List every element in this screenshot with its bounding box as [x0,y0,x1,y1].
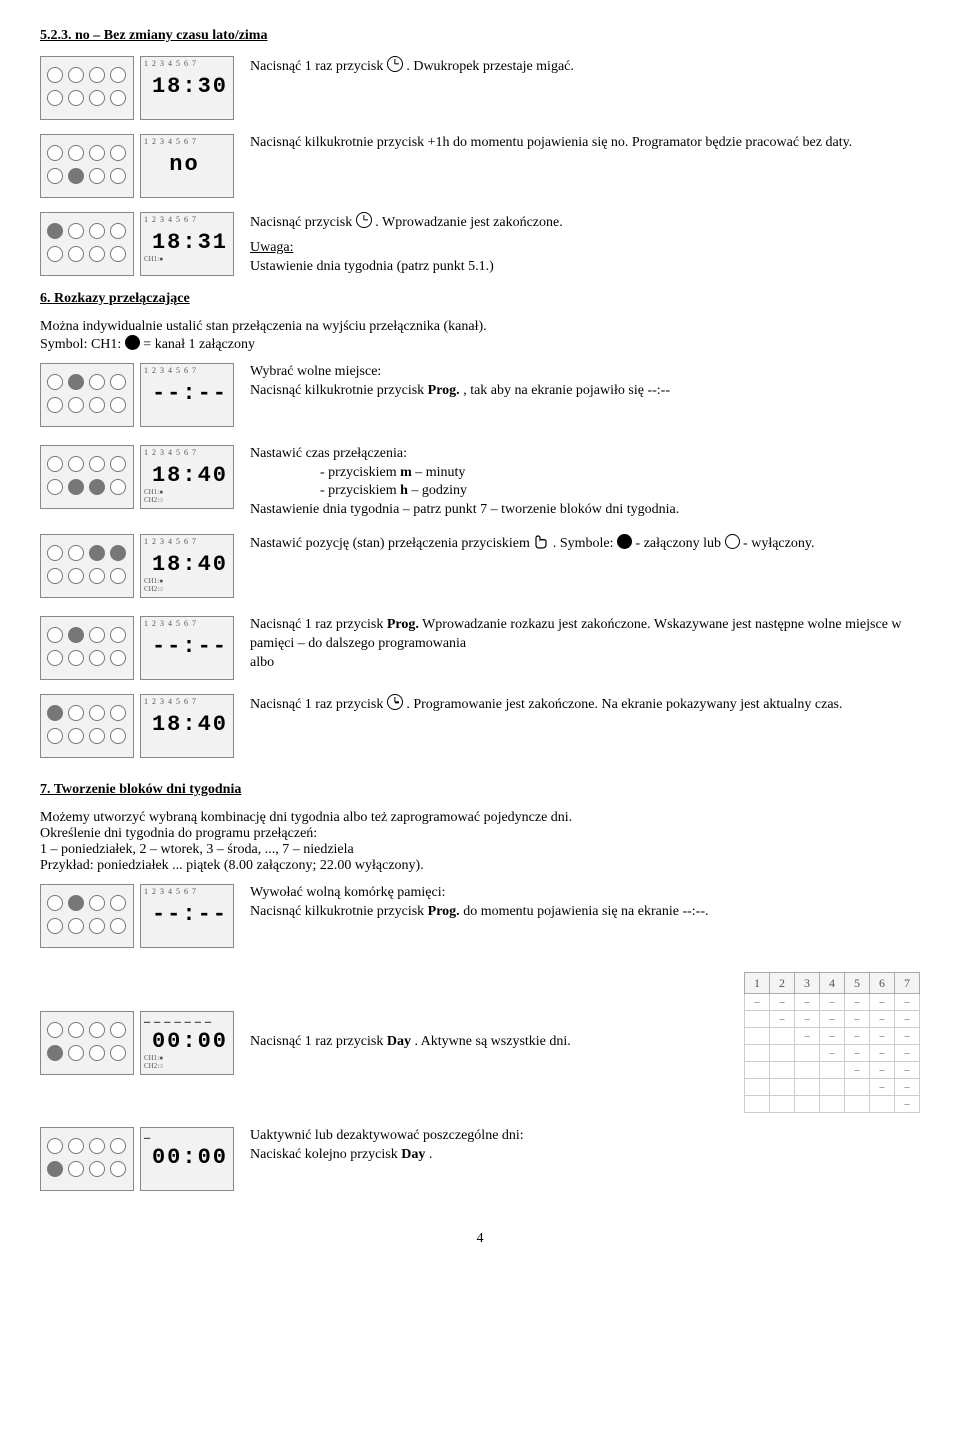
text: Nastawić pozycję (stan) przełączenia prz… [250,536,533,551]
text: Day [401,1147,425,1162]
lcd-fig: 1 2 3 4 5 6 7 --:-- [140,363,234,427]
s6-step4: 1 2 3 4 5 6 7 --:-- Nacisnąć 1 raz przyc… [40,616,920,680]
text: Prog. [428,383,460,398]
lcd-fig: 1 2 3 4 5 6 7 --:-- [140,884,234,948]
s7-step1: 1 2 3 4 5 6 7 --:-- Wywołać wolną komórk… [40,884,920,948]
text: Prog. [428,904,460,919]
button-panel-fig [40,212,134,276]
button-panel-fig [40,616,134,680]
lcd-fig: 1 2 3 4 5 6 7 18:40 CH1:●CH2:○ [140,445,234,509]
s6-step1: 1 2 3 4 5 6 7 --:-- Wybrać wolne miejsce… [40,363,920,427]
day-table: 12 34 56 7 ––––––– –––––– ––––– –––– –––… [744,972,920,1113]
s7-step2: ▁ ▁ ▁ ▁ ▁ ▁ ▁ 00:00 CH1:●CH2:○ Nacisnąć … [40,972,920,1113]
text: . Wprowadzanie jest zakończone. [375,215,563,230]
text: – godziny [411,483,467,498]
s6-step3: 1 2 3 4 5 6 7 18:40 CH1:●CH2:○ Nastawić … [40,534,920,598]
text: Nacisnąć 1 raz przycisk [250,697,387,712]
text: Nacisnąć przycisk [250,215,356,230]
s7-step3: ▁ 00:00 Uaktywnić lub dezaktywować poszc… [40,1127,920,1191]
filled-circle-icon [125,335,140,350]
s7-p4: Przykład: poniedziałek ... piątek (8.00 … [40,858,920,874]
text: – minuty [415,465,465,480]
button-panel-fig [40,134,134,198]
lcd-fig: 1 2 3 4 5 6 7 18:30 [140,56,234,120]
button-panel-fig [40,1127,134,1191]
text: Wybrać wolne miejsce: [250,363,920,382]
s523-step2: 1 2 3 4 5 6 7 no Nacisnąć kilkukrotnie p… [40,134,920,198]
text: Naciskać kolejno przycisk [250,1147,401,1162]
s523-step3: 1 2 3 4 5 6 7 18:31 CH1:● Nacisnąć przyc… [40,212,920,277]
button-panel-fig [40,694,134,758]
lcd-fig: 1 2 3 4 5 6 7 18:31 CH1:● [140,212,234,276]
lcd-fig: 1 2 3 4 5 6 7 no [140,134,234,198]
text: Nacisnąć kilkukrotnie przycisk [250,383,428,398]
text: - załączony lub [636,536,725,551]
button-panel-fig [40,884,134,948]
lcd-fig: ▁ ▁ ▁ ▁ ▁ ▁ ▁ 00:00 CH1:●CH2:○ [140,1011,234,1075]
clock-icon [387,694,403,710]
clock-icon [356,212,372,228]
text: m [400,465,412,480]
s7-p3: 1 – poniedziałek, 2 – wtorek, 3 – środa,… [40,842,920,858]
text: - przyciskiem [320,483,400,498]
note-label: Uwaga: [250,240,294,255]
section-6-title: 6. Rozkazy przełączające [40,291,920,307]
filled-circle-icon [617,534,632,549]
s6-step5: 1 2 3 4 5 6 7 18:40 Nacisnąć 1 raz przyc… [40,694,920,758]
s6-step2: 1 2 3 4 5 6 7 18:40 CH1:●CH2:○ Nastawić … [40,445,920,521]
s6-symbol: Symbol: CH1: = kanał 1 załączony [40,335,920,353]
text: Nastawić czas przełączenia: [250,445,920,464]
text: Prog. [387,617,419,632]
section-523-title: 5.2.3. no – Bez zmiany czasu lato/zima [40,28,920,44]
s523-step1: 1 2 3 4 5 6 7 18:30 Nacisnąć 1 raz przyc… [40,56,920,120]
text: Nacisnąć 1 raz przycisk [250,617,387,632]
text: Uaktywnić lub dezaktywować poszczególne … [250,1127,920,1146]
empty-circle-icon [725,534,740,549]
text: . Symbole: [553,536,617,551]
text: albo [250,654,920,673]
hand-icon [533,535,549,549]
lcd-fig: 1 2 3 4 5 6 7 --:-- [140,616,234,680]
section-7-title: 7. Tworzenie bloków dni tygodnia [40,782,920,798]
text: Wywołać wolną komórkę pamięci: [250,884,920,903]
s7-p1: Możemy utworzyć wybraną kombinację dni t… [40,810,920,826]
text: . Programowanie jest zakończone. Na ekra… [406,697,842,712]
button-panel-fig [40,56,134,120]
text: Nacisnąć 1 raz przycisk [250,1034,387,1049]
text: . [429,1147,433,1162]
button-panel-fig [40,363,134,427]
page-number: 4 [40,1231,920,1247]
text: h [400,483,408,498]
text: do momentu pojawienia się na ekranie --:… [463,904,708,919]
text: . Dwukropek przestaje migać. [406,59,574,74]
button-panel-fig [40,534,134,598]
clock-icon [387,56,403,72]
lcd-fig: 1 2 3 4 5 6 7 18:40 CH1:●CH2:○ [140,534,234,598]
text: Nacisnąć kilkukrotnie przycisk +1h do mo… [240,134,920,153]
note-text: Ustawienie dnia tygodnia (patrz punkt 5.… [250,259,494,274]
text: - przyciskiem [320,465,400,480]
s6-intro: Można indywidualnie ustalić stan przełąc… [40,319,920,335]
lcd-fig: ▁ 00:00 [140,1127,234,1191]
text: , tak aby na ekranie pojawiło się --:-- [463,383,670,398]
lcd-fig: 1 2 3 4 5 6 7 18:40 [140,694,234,758]
text: - wyłączony. [743,536,814,551]
text: Nastawienie dnia tygodnia – patrz punkt … [250,501,920,520]
text: Nacisnąć 1 raz przycisk [250,59,387,74]
s7-p2: Określenie dni tygodnia do programu prze… [40,826,920,842]
button-panel-fig [40,1011,134,1075]
text: Day [387,1034,411,1049]
text: Nacisnąć kilkukrotnie przycisk [250,904,428,919]
text: . Aktywne są wszystkie dni. [414,1034,570,1049]
button-panel-fig [40,445,134,509]
